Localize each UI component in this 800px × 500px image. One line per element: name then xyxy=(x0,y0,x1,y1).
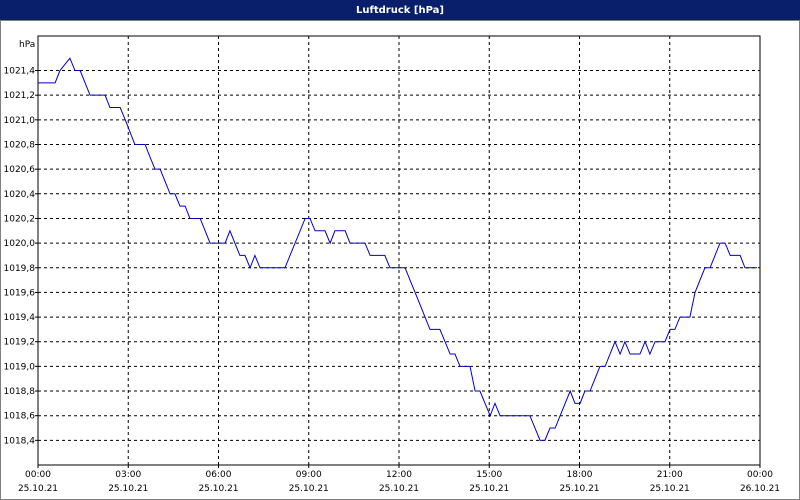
x-tick-label: 18:00 25.10.21 xyxy=(559,470,599,494)
y-tick-label: 1020,2 xyxy=(4,214,36,224)
y-tick-label: 1020,8 xyxy=(4,140,36,150)
x-tick-label: 00:00 25.10.21 xyxy=(18,470,58,494)
x-tick-label: 03:00 25.10.21 xyxy=(108,470,148,494)
chart-title: Luftdruck [hPa] xyxy=(356,5,444,16)
plot-area xyxy=(37,35,761,466)
y-tick-label: 1019,2 xyxy=(4,338,36,348)
x-tick-label: 00:00 26.10.21 xyxy=(740,470,780,494)
x-tick-label: 15:00 25.10.21 xyxy=(469,470,509,494)
y-tick-label: 1018,8 xyxy=(4,387,36,397)
y-tick-label: 1020,6 xyxy=(4,165,36,175)
y-tick-label: 1018,4 xyxy=(4,436,36,446)
y-tick-label: 1021,2 xyxy=(4,91,36,101)
y-axis-label: hPa xyxy=(19,40,35,50)
y-tick-label: 1019,8 xyxy=(4,264,36,274)
x-tick-label: 09:00 25.10.21 xyxy=(289,470,329,494)
y-tick-label: 1020,4 xyxy=(4,190,36,200)
x-tick-label: 06:00 25.10.21 xyxy=(198,470,238,494)
y-tick-label: 1019,0 xyxy=(4,362,36,372)
y-tick-label: 1019,6 xyxy=(4,288,36,298)
y-tick-label: 1020,0 xyxy=(4,239,36,249)
y-tick-label: 1021,0 xyxy=(4,116,36,126)
data-line xyxy=(38,57,757,441)
y-tick-label: 1021,4 xyxy=(4,67,36,77)
x-tick-label: 12:00 25.10.21 xyxy=(379,470,419,494)
y-tick-label: 1019,4 xyxy=(4,313,36,323)
title-bar xyxy=(0,0,800,20)
x-tick-label: 21:00 25.10.21 xyxy=(650,470,690,494)
y-tick-label: 1018,6 xyxy=(4,412,36,422)
